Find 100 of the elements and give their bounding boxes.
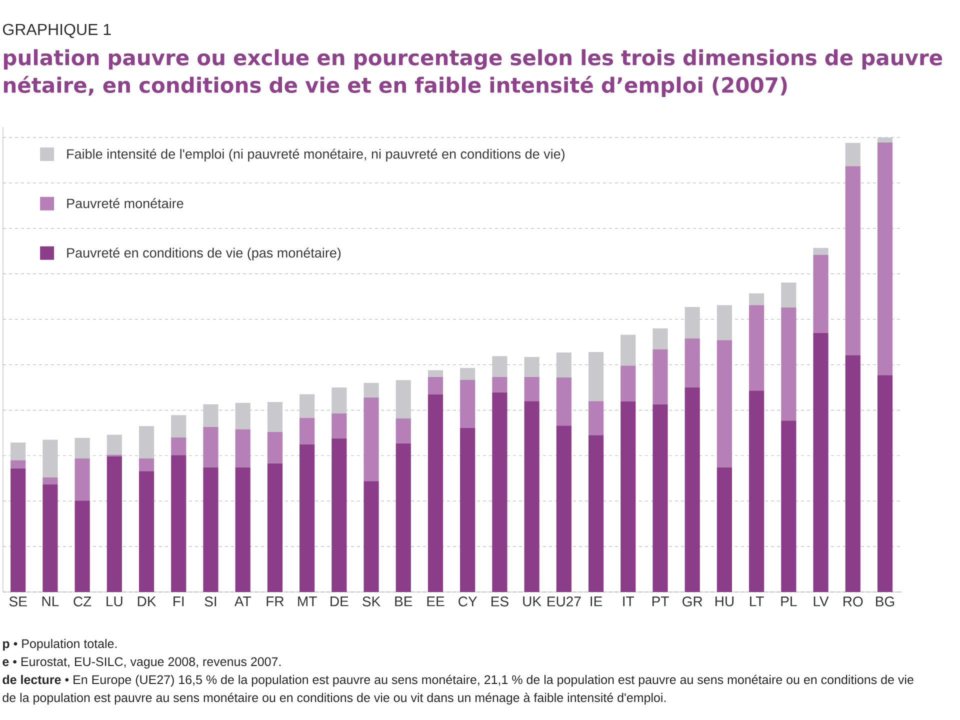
bar xyxy=(203,426,218,468)
bar xyxy=(620,366,636,402)
bar xyxy=(10,460,26,468)
bar xyxy=(460,428,476,592)
x-tick-label: NL xyxy=(42,596,59,606)
x-tick-label: LU xyxy=(106,596,122,606)
bar xyxy=(396,418,411,444)
text: GRAPHIQUE 1 xyxy=(3,24,111,38)
legend-label: Pauvreté monétaire xyxy=(67,198,184,208)
bar xyxy=(684,306,700,338)
x-tick-label: SI xyxy=(204,596,216,606)
bar xyxy=(235,429,250,468)
bar xyxy=(813,332,828,592)
bar xyxy=(42,477,58,484)
x-tick-label: HU xyxy=(715,596,734,606)
bar xyxy=(235,402,250,430)
x-tick-label: BG xyxy=(876,596,894,606)
bar xyxy=(396,443,411,592)
bar xyxy=(138,426,154,458)
x-tick-label: CY xyxy=(458,596,478,606)
bar xyxy=(716,305,732,340)
text: de la population est pauvre au sens monétaire ou en conditions de vie ou vit dans un ménage à faible intensité d'emploi. xyxy=(2,692,666,705)
bar xyxy=(300,444,315,592)
bar xyxy=(428,376,444,394)
bar xyxy=(652,328,668,350)
bar xyxy=(460,368,476,380)
bar xyxy=(524,401,540,592)
bar xyxy=(749,293,764,306)
bar xyxy=(138,471,154,592)
bar xyxy=(203,467,218,592)
bar xyxy=(10,442,26,460)
bar xyxy=(74,500,90,592)
text: de lecture • En Europe (UE27) 16,5 % de la population est pauvre au sens monétaire, 21,1 % de la population est pauvre au sens monétaire ou en conditions de vie xyxy=(2,674,914,687)
bar xyxy=(749,305,764,391)
bar xyxy=(332,438,347,592)
bar xyxy=(716,340,732,468)
bar xyxy=(42,484,58,592)
bar xyxy=(813,248,828,255)
bar xyxy=(171,455,186,592)
x-tick-label: SK xyxy=(362,596,380,606)
bar xyxy=(396,380,411,418)
bar xyxy=(524,356,540,377)
bar xyxy=(171,437,186,456)
x-tick-label: AT xyxy=(234,596,251,606)
legend-label: Pauvreté en conditions de vie (pas monétaire) xyxy=(67,248,341,260)
bar xyxy=(877,375,893,592)
bar xyxy=(138,458,154,472)
x-tick-label: CZ xyxy=(74,596,92,606)
x-tick-label: DK xyxy=(138,596,156,606)
text: e • Eurostat, EU-SILC, vague 2008, revenus 2007. xyxy=(2,657,281,669)
bar xyxy=(364,382,379,398)
bar xyxy=(74,458,90,501)
bar xyxy=(106,456,122,592)
bar xyxy=(556,426,572,592)
bar xyxy=(460,380,476,428)
bar xyxy=(235,467,250,592)
bar xyxy=(267,432,282,464)
bar xyxy=(267,402,282,432)
x-tick-label: DE xyxy=(330,596,348,606)
bar xyxy=(332,387,347,414)
x-tick-label: SE xyxy=(9,596,27,606)
bar xyxy=(428,394,444,592)
bar xyxy=(781,307,796,421)
x-tick-label: LT xyxy=(750,596,764,606)
x-tick-label: LV xyxy=(814,596,829,606)
bar xyxy=(300,418,315,444)
bar xyxy=(845,166,860,356)
bar xyxy=(74,438,90,458)
bar xyxy=(492,392,508,592)
bar xyxy=(524,376,540,402)
bar xyxy=(652,349,668,404)
bar xyxy=(203,404,218,427)
x-tick-label: FI xyxy=(174,596,184,606)
x-tick-label: ES xyxy=(492,596,508,606)
x-tick-label: UK xyxy=(523,596,542,606)
x-tick-label: MT xyxy=(298,596,317,606)
bar xyxy=(813,254,828,333)
bar xyxy=(492,376,508,392)
bar xyxy=(106,434,122,455)
bar xyxy=(300,394,315,418)
bar xyxy=(588,435,604,592)
bar xyxy=(588,352,604,402)
bar xyxy=(781,282,796,308)
bar xyxy=(877,142,893,376)
bar xyxy=(10,468,26,592)
bar xyxy=(716,467,732,592)
bar xyxy=(684,338,700,388)
bar xyxy=(620,402,636,592)
bar xyxy=(556,377,572,426)
text: p • Population totale. xyxy=(3,638,117,651)
bar xyxy=(171,415,186,438)
bar xyxy=(845,355,860,592)
bar xyxy=(428,370,444,377)
chart-title: pulation pauvre ou exclue en pourcentage selon les trois dimensions de pauvre nétaire, en conditions de vie et en faible intensité d’emploi (2007) xyxy=(4,49,942,98)
x-tick-label: BE xyxy=(395,596,412,606)
x-tick-label: PL xyxy=(781,596,797,606)
bar xyxy=(556,352,572,378)
x-tick-label: RO xyxy=(844,596,863,606)
bar xyxy=(684,387,700,592)
x-tick-label: GR xyxy=(682,596,702,606)
